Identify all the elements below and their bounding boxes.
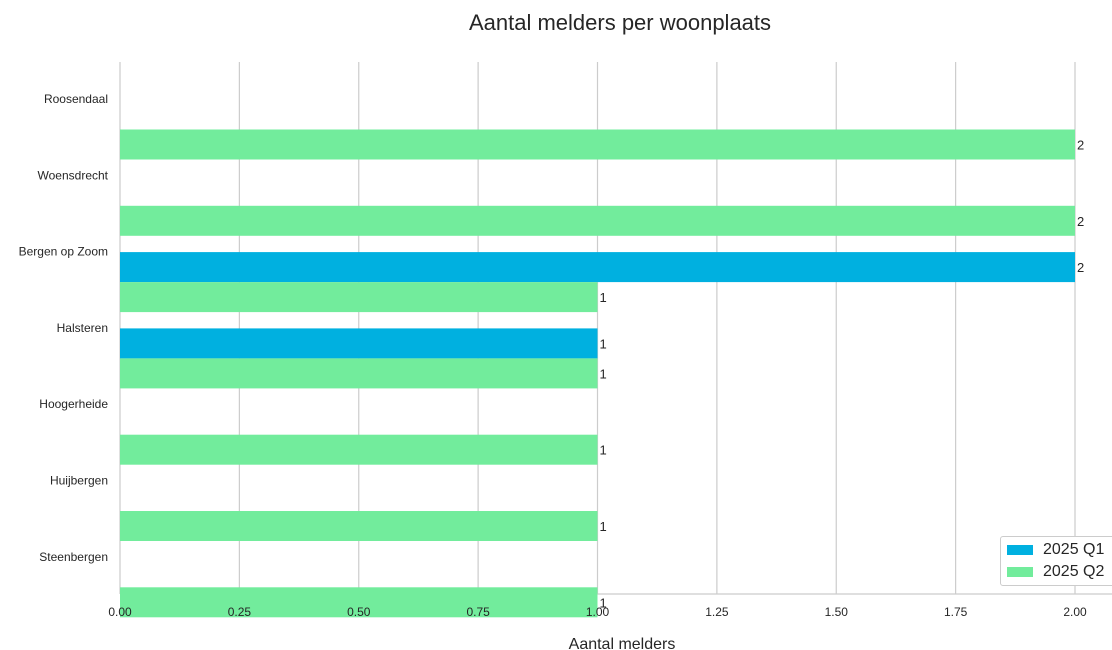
- legend: 2025 Q1 2025 Q2: [1000, 536, 1112, 586]
- bar-value-label: 1: [600, 336, 607, 351]
- x-tick-label: 2.00: [1063, 605, 1087, 619]
- bar: [120, 328, 598, 359]
- legend-label-q1: 2025 Q1: [1043, 541, 1105, 558]
- x-tick-labels: 0.00 0.25 0.50 0.75 1.00 1.25 1.50 1.75 2.00: [108, 605, 1087, 619]
- legend-swatch-q2: [1007, 567, 1033, 577]
- x-tick-label: 0.25: [228, 605, 252, 619]
- x-tick-label: 1.00: [586, 605, 610, 619]
- bar-value-label: 2: [1077, 138, 1084, 153]
- category-label: Woensdrecht: [38, 168, 109, 182]
- bar-value-label: 1: [600, 290, 607, 305]
- legend-label-q2: 2025 Q2: [1043, 563, 1105, 580]
- legend-swatch-q1: [1007, 545, 1033, 555]
- category-label: Huijbergen: [50, 474, 108, 488]
- bar-value-label: 1: [600, 443, 607, 458]
- bar: [120, 358, 598, 389]
- bar: [120, 205, 1075, 236]
- bar: [120, 587, 598, 618]
- x-tick-label: 1.25: [705, 605, 729, 619]
- x-tick-label: 1.50: [825, 605, 849, 619]
- bars: [120, 129, 1075, 618]
- data-labels: 2 1 2 2 1 1 1 1 1: [600, 138, 1085, 611]
- bar: [120, 252, 1075, 283]
- bar: [120, 282, 598, 313]
- bar: [120, 434, 598, 465]
- legend-item-q2: 2025 Q2: [1007, 562, 1104, 582]
- category-label: Steenbergen: [39, 550, 108, 564]
- bar-value-label: 1: [600, 595, 607, 610]
- category-label: Bergen op Zoom: [19, 245, 108, 259]
- bar: [120, 129, 1075, 160]
- bar-value-label: 1: [600, 366, 607, 381]
- category-label: Roosendaal: [44, 92, 108, 106]
- x-axis-title: Aantal melders: [569, 636, 676, 650]
- x-tick-label: 0.50: [347, 605, 371, 619]
- legend-item-q1: 2025 Q1: [1007, 540, 1104, 560]
- category-label: Hoogerheide: [39, 397, 108, 411]
- x-tick-label: 0.00: [108, 605, 132, 619]
- x-tick-label: 0.75: [466, 605, 490, 619]
- category-label: Halsteren: [57, 321, 108, 335]
- chart-title: Aantal melders per woonplaats: [468, 10, 772, 35]
- bar: [120, 511, 598, 541]
- bar-value-label: 1: [600, 519, 607, 534]
- bar-value-label: 2: [1077, 260, 1084, 275]
- bar-value-label: 2: [1077, 214, 1084, 229]
- category-labels: Roosendaal Woensdrecht Bergen op Zoom Halst…: [19, 92, 109, 564]
- x-tick-label: 1.75: [944, 605, 968, 619]
